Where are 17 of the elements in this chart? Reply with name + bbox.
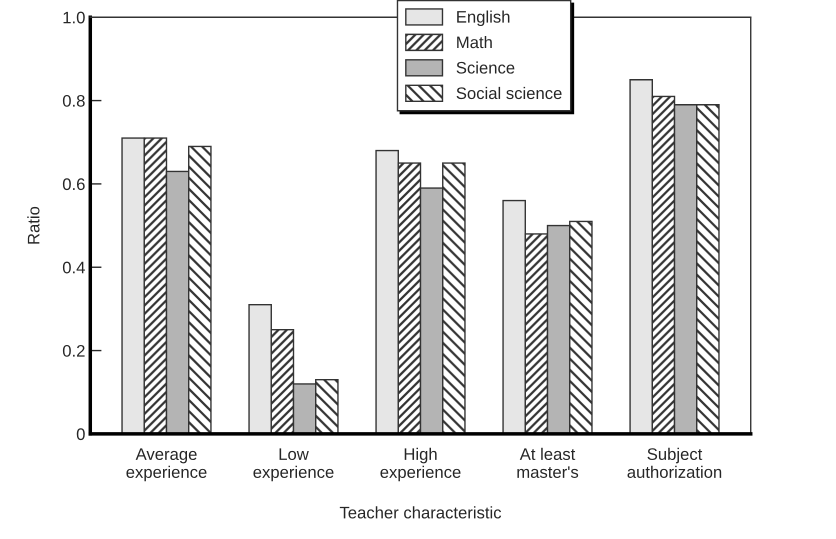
y-axis-title: Ratio xyxy=(27,206,40,244)
legend-label: Social science xyxy=(456,86,562,100)
y-tick-label: 0.8 xyxy=(62,94,85,107)
y-tick-label: 0.6 xyxy=(62,178,85,190)
x-tick-label: Low experience xyxy=(253,448,334,482)
x-tick-label: Average experience xyxy=(126,448,207,482)
x-tick-label: Subject authorization xyxy=(628,448,722,478)
x-tick-label: High experience xyxy=(380,448,461,482)
y-tick-label: 1.0 xyxy=(64,12,85,24)
y-tick-label: 0 xyxy=(76,428,85,440)
legend-label: Science xyxy=(456,61,514,74)
legend-label: English xyxy=(457,10,510,26)
x-tick-label: At least master's xyxy=(517,448,578,478)
y-tick-label: 0.4 xyxy=(62,262,85,274)
legend-label: Math xyxy=(457,36,492,48)
x-axis-title: Teacher characteristic xyxy=(340,506,502,519)
y-tick-label: 0.2 xyxy=(62,344,85,357)
